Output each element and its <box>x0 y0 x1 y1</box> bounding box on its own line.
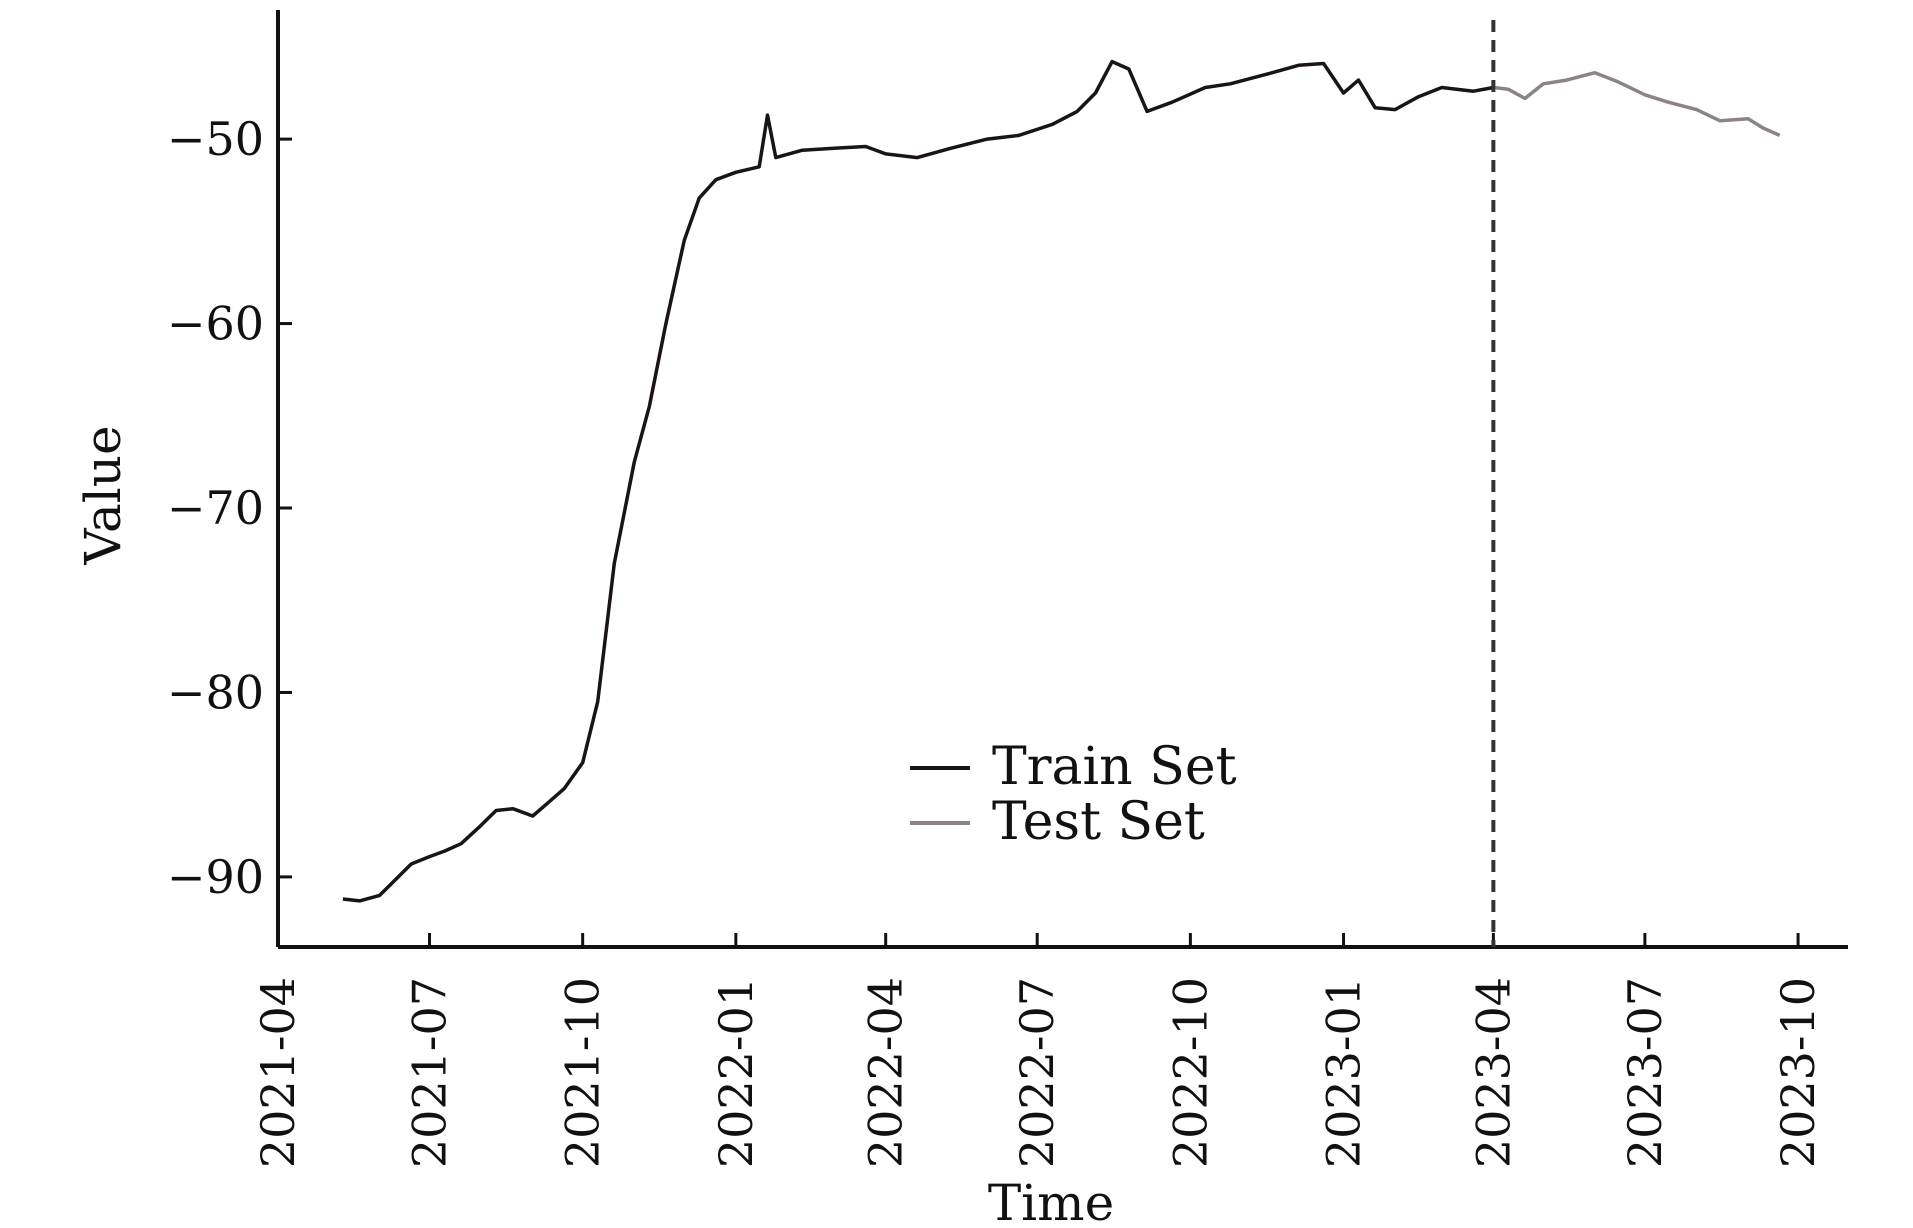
x-tick-label: 2021-07 <box>403 977 457 1168</box>
x-tick-label: 2021-10 <box>556 977 610 1168</box>
x-axis-title: Time <box>988 1174 1114 1228</box>
series-group <box>342 59 1781 903</box>
legend-label-test: Test Set <box>992 792 1205 852</box>
y-tick-label: −90 <box>167 850 264 904</box>
y-tick-label: −60 <box>167 297 264 351</box>
legend: Train Set Test Set <box>910 737 1237 852</box>
x-tick-label: 2023-01 <box>1317 977 1371 1168</box>
x-tick-label: 2022-07 <box>1010 977 1064 1168</box>
y-tick-label: −50 <box>167 112 264 166</box>
test-set-line <box>1493 70 1781 137</box>
y-tick-label: −80 <box>167 665 264 719</box>
y-axis-ticks: −90 −80 −70 −60 −50 <box>167 112 292 904</box>
legend-label-train: Train Set <box>992 737 1237 797</box>
x-tick-label: 2023-04 <box>1466 977 1520 1168</box>
x-tick-label: 2023-10 <box>1771 977 1825 1168</box>
x-axis-ticks: 2021-04 2021-07 2021-10 2022-01 2022-04 2022-… <box>251 933 1825 1168</box>
y-axis-title: Value <box>74 425 132 565</box>
axes <box>276 10 1848 949</box>
train-set-line <box>342 59 1494 903</box>
y-tick-label: −70 <box>167 481 264 535</box>
x-tick-label: 2022-10 <box>1163 977 1217 1168</box>
x-tick-label: 2021-04 <box>251 977 305 1168</box>
x-tick-label: 2022-01 <box>709 977 763 1168</box>
x-tick-label: 2022-04 <box>859 977 913 1168</box>
x-tick-label: 2023-07 <box>1618 977 1672 1168</box>
